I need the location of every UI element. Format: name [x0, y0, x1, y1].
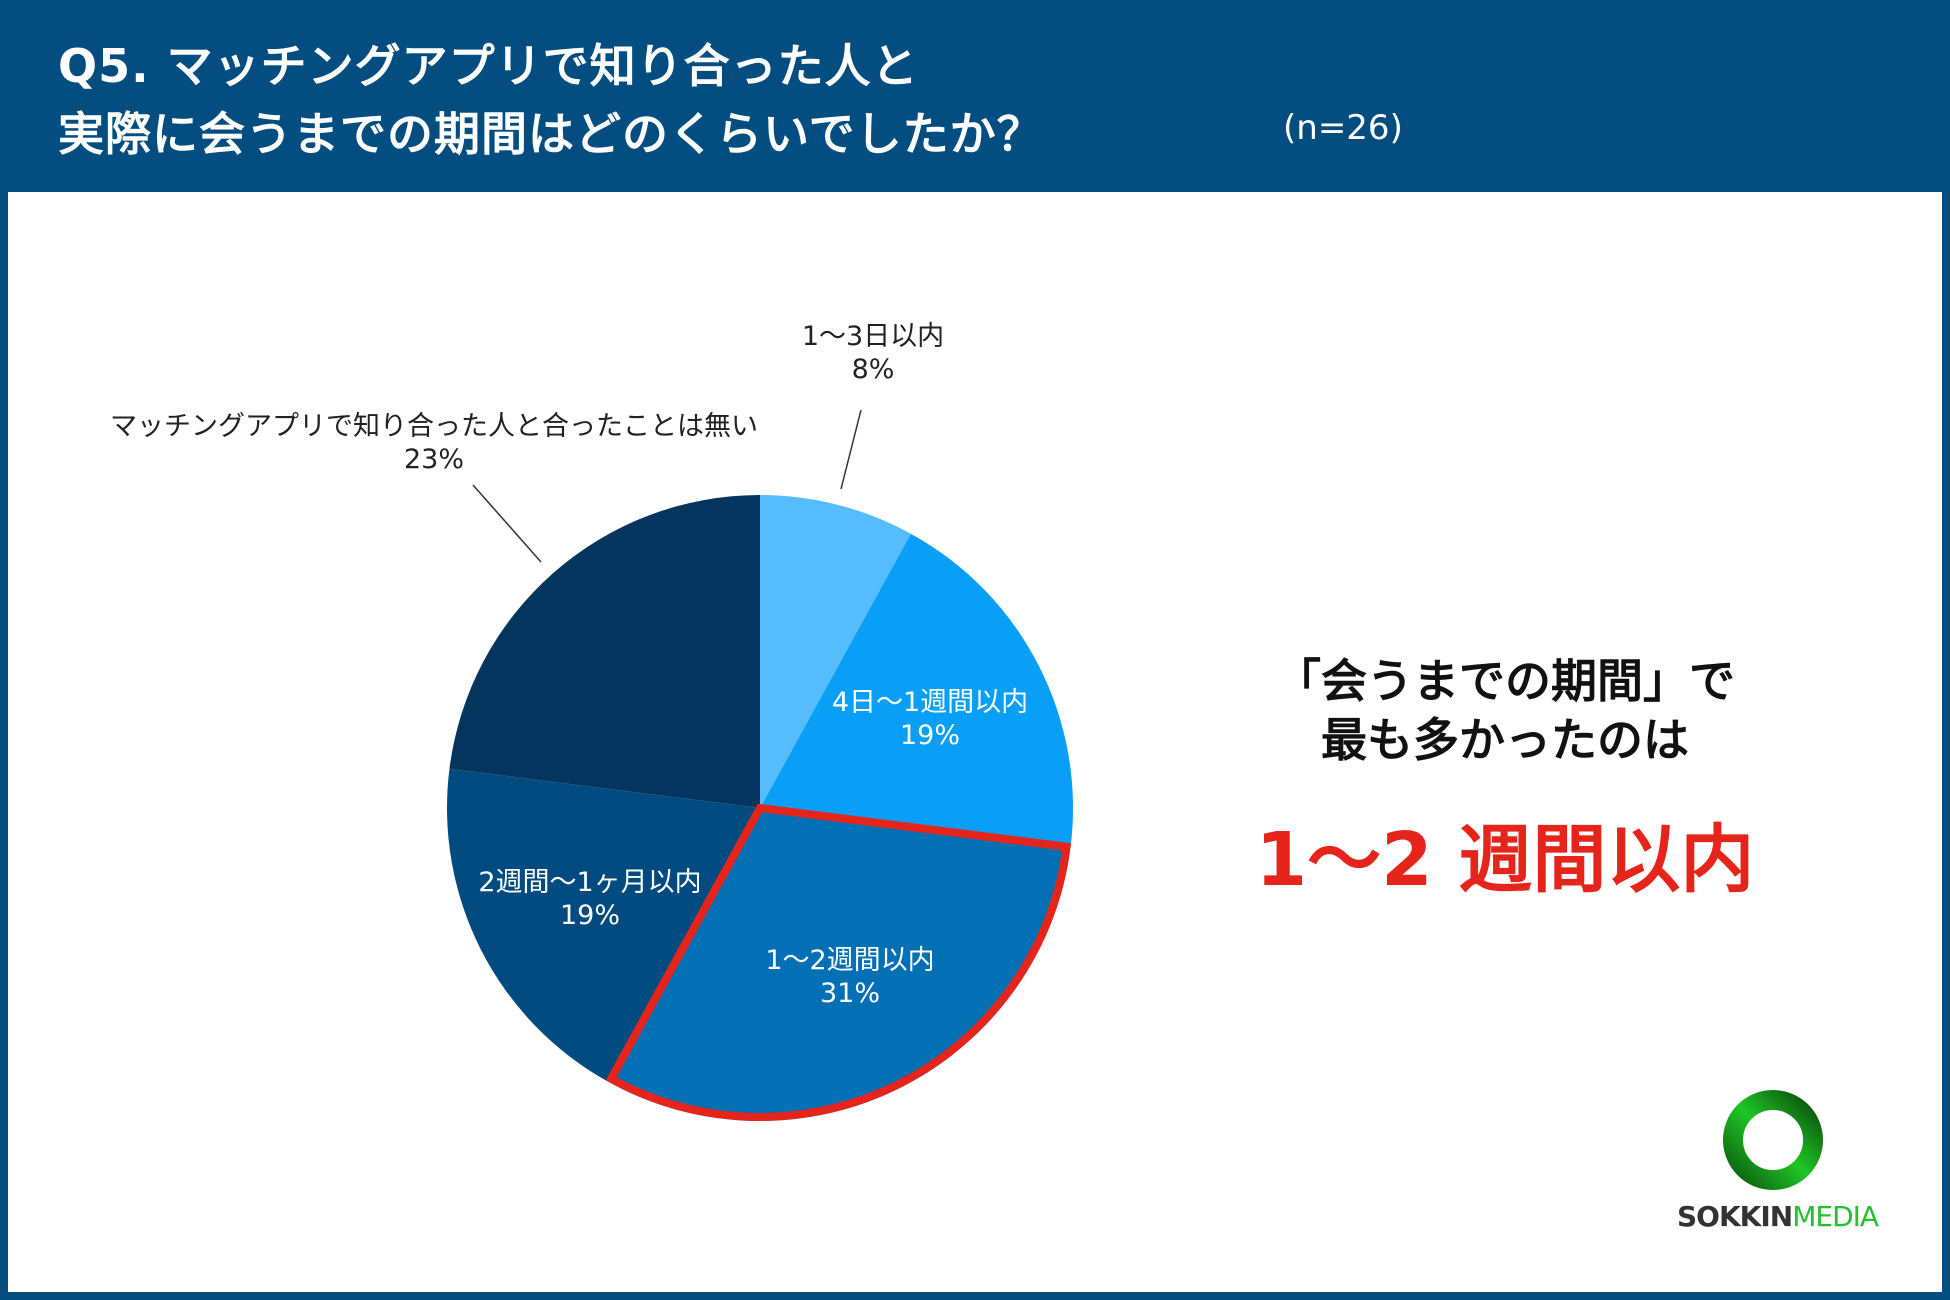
logo: SOKKINMEDIA [1677, 1200, 1879, 1233]
pie-slice-4 [449, 495, 760, 808]
slice-label-text: 4日〜1週間以内 [831, 687, 1029, 718]
slice-label-value: 31% [819, 978, 881, 1009]
slice-label-1-3-days: 1〜3日以内 8% [802, 320, 944, 386]
logo-text-sokkin: SOKKIN [1677, 1200, 1793, 1233]
slice-label-text: 2週間〜1ヶ月以内 [478, 867, 702, 898]
highlight-outline [605, 803, 1072, 1121]
pie-slice-0 [760, 495, 911, 808]
highlight-answer: 1〜2 週間以内 [1255, 817, 1755, 903]
highlight-line-1: 「会うまでの期間」で [1275, 654, 1735, 708]
title-line-2: 実際に会うまでの期間はどのくらいでしたか？ [58, 107, 1044, 161]
logo-text-media: MEDIA [1792, 1200, 1879, 1233]
slice-label-4days-1week: 4日〜1週間以内 19% [832, 686, 1028, 752]
slice-label-2weeks-1month: 2週間〜1ヶ月以内 19% [478, 866, 701, 932]
pie-slice-1 [760, 533, 1073, 848]
leader-line-1-3-days [840, 409, 862, 490]
slice-label-text: 1〜3日以内 [801, 321, 945, 352]
leader-line-never [472, 484, 542, 563]
slice-label-value: 19% [899, 720, 961, 751]
slice-label-value: 23% [403, 444, 464, 475]
slice-label-1-2-weeks: 1〜2週間以内 31% [765, 944, 934, 1010]
sample-size: (n=26) [1283, 108, 1403, 148]
header: Q5. マッチングアプリで知り合った人と 実際に会うまでの期間はどのくらいでした… [0, 0, 1950, 192]
slice-label-text: 1〜2週間以内 [765, 945, 935, 976]
slice-label-value: 8% [851, 354, 895, 385]
title-line-1: Q5. マッチングアプリで知り合った人と [58, 39, 919, 93]
slice-label-never-met: マッチングアプリで知り合った人と合ったことは無い 23% [110, 410, 758, 476]
slice-label-text: マッチングアプリで知り合った人と合ったことは無い [110, 411, 758, 442]
highlight-line-2: 最も多かったのは [1321, 713, 1689, 767]
slice-label-value: 19% [559, 900, 621, 931]
pie-slice-3 [447, 768, 760, 1083]
